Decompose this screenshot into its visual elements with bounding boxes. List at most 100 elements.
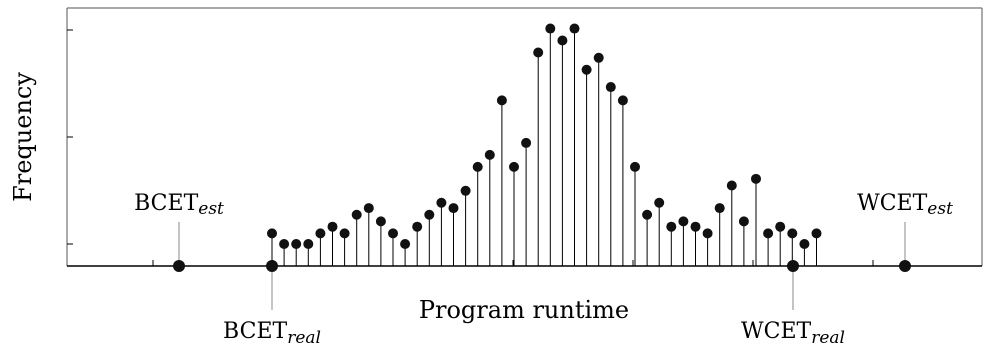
stem-point [484, 149, 495, 266]
stem-point [339, 228, 350, 266]
stem-marker [799, 239, 810, 249]
stem-point [545, 23, 556, 266]
stem-point [751, 173, 761, 266]
stem-point [412, 221, 423, 266]
wcet-real-marker: WCETreal [741, 260, 845, 348]
stem-marker [738, 216, 749, 227]
stem-marker [484, 149, 495, 160]
y-axis-label: Frequency [9, 72, 37, 202]
stem-marker [545, 23, 556, 34]
time-markers: BCETest BCETreal WCETreal WCETest [134, 191, 953, 348]
bcet-est-marker: BCETest [134, 191, 224, 272]
x-axis-label: Program runtime [419, 296, 629, 324]
stem-marker [654, 197, 665, 208]
stem-marker [363, 203, 374, 214]
stem-marker [557, 35, 568, 46]
stem-point [521, 137, 532, 266]
stem-marker [279, 239, 290, 249]
stem-point [630, 161, 640, 266]
stem-marker [593, 52, 604, 63]
stem-point [569, 23, 580, 266]
stem-point [726, 180, 737, 266]
stem-marker [702, 228, 713, 239]
stem-point [351, 209, 362, 266]
stem-point [617, 95, 628, 266]
stem-marker [400, 239, 411, 249]
stem-point [678, 216, 689, 266]
wcet-est-point [899, 260, 911, 272]
stem-marker [424, 209, 435, 220]
stem-point [642, 209, 653, 266]
stem-marker [521, 137, 532, 148]
stem-point [436, 197, 447, 266]
bcet-real-marker: BCETreal [223, 260, 321, 348]
stem-marker [605, 82, 616, 93]
stem-point [388, 228, 398, 266]
stem-marker [617, 95, 628, 106]
stem-point [303, 239, 314, 266]
stem-point [811, 228, 822, 266]
stem-point [400, 239, 411, 266]
stem-marker [569, 23, 580, 34]
stem-marker [303, 239, 314, 249]
stem-marker [666, 221, 677, 232]
stem-point [581, 64, 592, 266]
stem-point [363, 203, 374, 266]
stem-marker [787, 228, 798, 239]
stem-marker [291, 239, 302, 249]
stem-marker [763, 228, 774, 239]
stem-marker [315, 228, 326, 239]
stem-point [279, 239, 290, 266]
stem-point [448, 203, 459, 266]
stem-point [690, 221, 701, 266]
stem-point [557, 35, 568, 266]
stem-marker [496, 95, 507, 106]
stem-marker [642, 209, 653, 220]
stem-marker [509, 161, 519, 172]
wcet-est-label: WCETest [857, 191, 953, 219]
stem-marker [714, 203, 725, 214]
stem-point [763, 228, 774, 266]
stem-point [424, 209, 435, 266]
stem-point [799, 239, 810, 266]
bcet-est-point [173, 260, 185, 272]
axis-ticks [67, 29, 874, 266]
stem-marker [448, 203, 459, 214]
wcet-real-point [787, 260, 799, 272]
wcet-est-marker: WCETest [857, 191, 953, 272]
stem-point [654, 197, 665, 266]
stem-series [267, 23, 822, 266]
stem-marker [726, 180, 737, 191]
stem-marker [267, 228, 277, 239]
stem-marker [775, 221, 786, 232]
stem-marker [630, 161, 640, 172]
stem-marker [412, 221, 423, 232]
stem-point [702, 228, 713, 266]
stem-marker [388, 228, 398, 239]
stem-point [327, 221, 338, 266]
stem-point [472, 161, 483, 266]
stem-point [291, 239, 302, 266]
bcet-est-label: BCETest [134, 191, 224, 219]
stem-marker [751, 173, 761, 184]
stem-marker [436, 197, 447, 208]
stem-point [593, 52, 604, 266]
stem-marker [472, 161, 483, 172]
stem-point [533, 47, 544, 266]
stem-marker [339, 228, 350, 239]
stem-point [496, 95, 507, 266]
stem-marker [460, 185, 471, 196]
stem-marker [678, 216, 689, 227]
stem-marker [375, 216, 386, 227]
stem-marker [327, 221, 338, 232]
stem-marker [351, 209, 362, 220]
stem-marker [533, 47, 544, 58]
stem-point [375, 216, 386, 266]
stem-marker [811, 228, 822, 239]
stem-point [714, 203, 725, 266]
stem-point [605, 82, 616, 266]
stem-point [509, 161, 519, 266]
stem-point [738, 216, 749, 266]
wcet-real-label: WCETreal [741, 319, 845, 348]
